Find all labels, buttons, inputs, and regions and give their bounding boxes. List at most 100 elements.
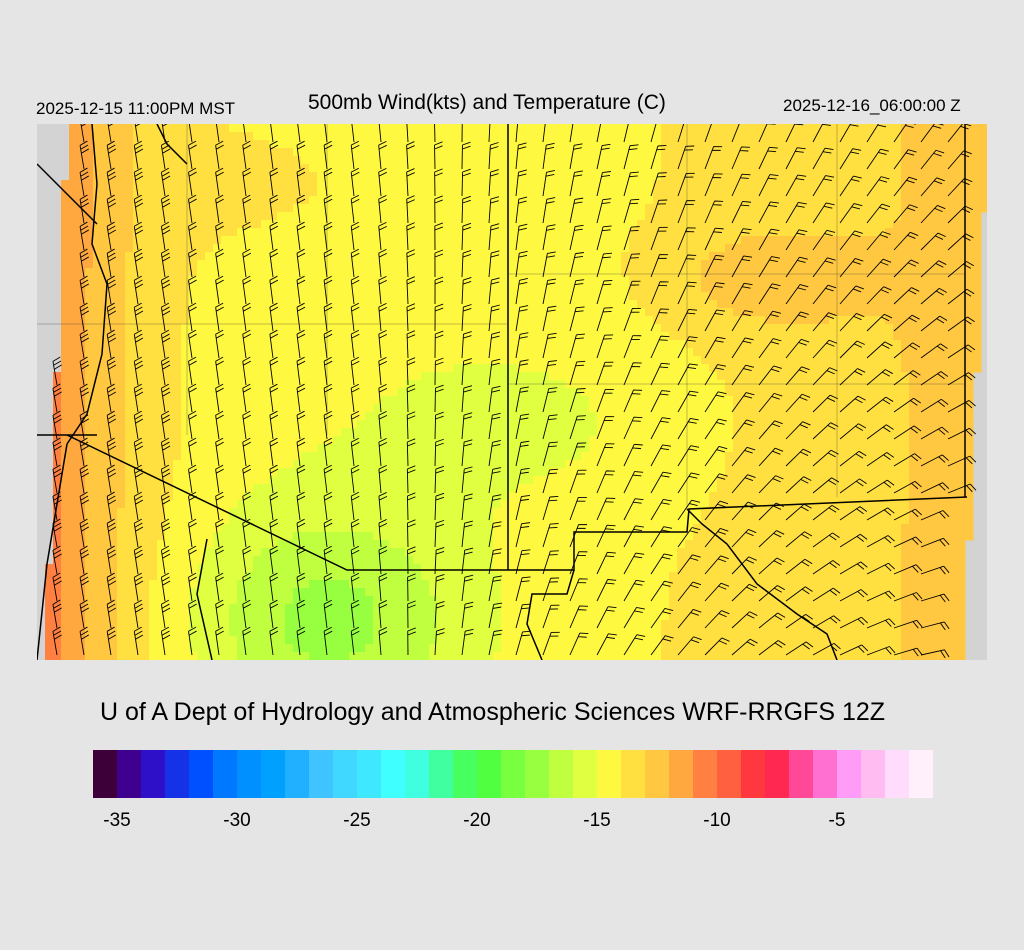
- wind-barb: [677, 554, 701, 575]
- wind-barb: [569, 306, 585, 332]
- wind-barb: [296, 356, 306, 386]
- wind-barb: [650, 199, 668, 224]
- wind-barb: [623, 171, 639, 197]
- wind-barb: [106, 124, 117, 143]
- wind-barb: [133, 518, 144, 548]
- wind-barb: [731, 337, 754, 359]
- wind-barb: [677, 417, 699, 440]
- wind-barb: [866, 148, 889, 170]
- colorbar-cell: [837, 750, 861, 798]
- wind-barb: [106, 356, 117, 386]
- wind-barb: [677, 499, 700, 521]
- wind-barb: [269, 464, 279, 494]
- wind-barb: [434, 465, 445, 494]
- wind-barb: [378, 356, 388, 386]
- wind-barb: [758, 640, 786, 656]
- colorbar-cell: [693, 750, 717, 798]
- wind-barb: [920, 593, 950, 603]
- wind-barb: [378, 329, 388, 359]
- wind-barb: [323, 329, 333, 359]
- wind-barb: [79, 599, 89, 629]
- wind-barb: [133, 599, 144, 629]
- wind-barb: [839, 124, 861, 143]
- wind-barb: [79, 275, 89, 305]
- wind-barb: [650, 444, 672, 467]
- wind-barb: [758, 256, 781, 278]
- wind-barb: [569, 415, 586, 440]
- wind-barb: [215, 329, 224, 359]
- wind-barb: [160, 383, 171, 413]
- wind-barb: [515, 305, 529, 332]
- wind-barb: [515, 549, 531, 575]
- wind-barb: [704, 418, 727, 440]
- wind-barb: [596, 470, 615, 494]
- wind-barb: [596, 279, 613, 305]
- wind-barb: [704, 528, 729, 548]
- wind-barb: [785, 256, 808, 278]
- wind-barb: [106, 329, 117, 359]
- wind-barb: [406, 465, 416, 494]
- wind-barb: [188, 356, 197, 386]
- wind-barb: [434, 222, 444, 251]
- wind-barb: [488, 385, 501, 413]
- wind-barb: [434, 519, 445, 548]
- wind-barb: [866, 507, 895, 521]
- wind-barb: [461, 466, 473, 494]
- wind-barb: [323, 167, 333, 197]
- wind-barb: [160, 410, 171, 440]
- wind-barb: [758, 174, 779, 197]
- wind-barb: [731, 446, 756, 467]
- wind-barb: [542, 577, 560, 602]
- wind-barb: [79, 572, 89, 602]
- wind-barb: [79, 221, 89, 251]
- wind-barb: [704, 473, 728, 494]
- wind-barb: [515, 413, 530, 440]
- wind-barb: [461, 222, 472, 251]
- wind-barb: [893, 370, 921, 386]
- wind-barb: [758, 365, 782, 386]
- wind-barb: [215, 221, 224, 251]
- wind-barb: [650, 635, 674, 656]
- wind-barb: [133, 140, 144, 170]
- wind-barb: [188, 545, 197, 575]
- wind-barb: [434, 601, 445, 629]
- wind-barb: [812, 284, 837, 305]
- colorbar-cell: [669, 750, 693, 798]
- wind-barb: [106, 194, 117, 224]
- wind-barb: [296, 545, 306, 575]
- wind-barb: [378, 383, 388, 413]
- wind-barb: [242, 275, 252, 305]
- wind-barb: [677, 445, 700, 467]
- wind-barb: [296, 437, 306, 467]
- wind-barb: [434, 195, 443, 224]
- wind-barb: [488, 575, 502, 602]
- wind-barb: [406, 438, 416, 467]
- wind-barb: [188, 140, 197, 170]
- wind-barb: [160, 437, 171, 467]
- wind-barb: [596, 443, 615, 467]
- wind-barb: [269, 572, 279, 602]
- wind-barb: [704, 146, 723, 170]
- wind-barb: [488, 548, 502, 575]
- wind-barb: [623, 362, 642, 386]
- wind-barb: [596, 361, 614, 386]
- wind-barb: [488, 602, 503, 629]
- wind-barb: [242, 599, 252, 629]
- wind-barb: [758, 502, 784, 521]
- wind-barb: [350, 491, 360, 521]
- wind-barb: [947, 233, 974, 251]
- wind-barb: [758, 310, 782, 332]
- wind-barb: [866, 646, 896, 656]
- wind-barb: [406, 276, 416, 305]
- colorbar-cell: [549, 750, 573, 798]
- wind-barb: [785, 366, 810, 386]
- wind-barb: [569, 197, 584, 224]
- wind-barb: [677, 254, 697, 278]
- wind-barb: [893, 176, 918, 197]
- wind-barb: [542, 224, 556, 251]
- wind-barb: [461, 493, 473, 521]
- wind-barb: [215, 302, 224, 332]
- wind-barb: [378, 248, 388, 278]
- colorbar-cell: [165, 750, 189, 798]
- wind-barb: [785, 284, 809, 305]
